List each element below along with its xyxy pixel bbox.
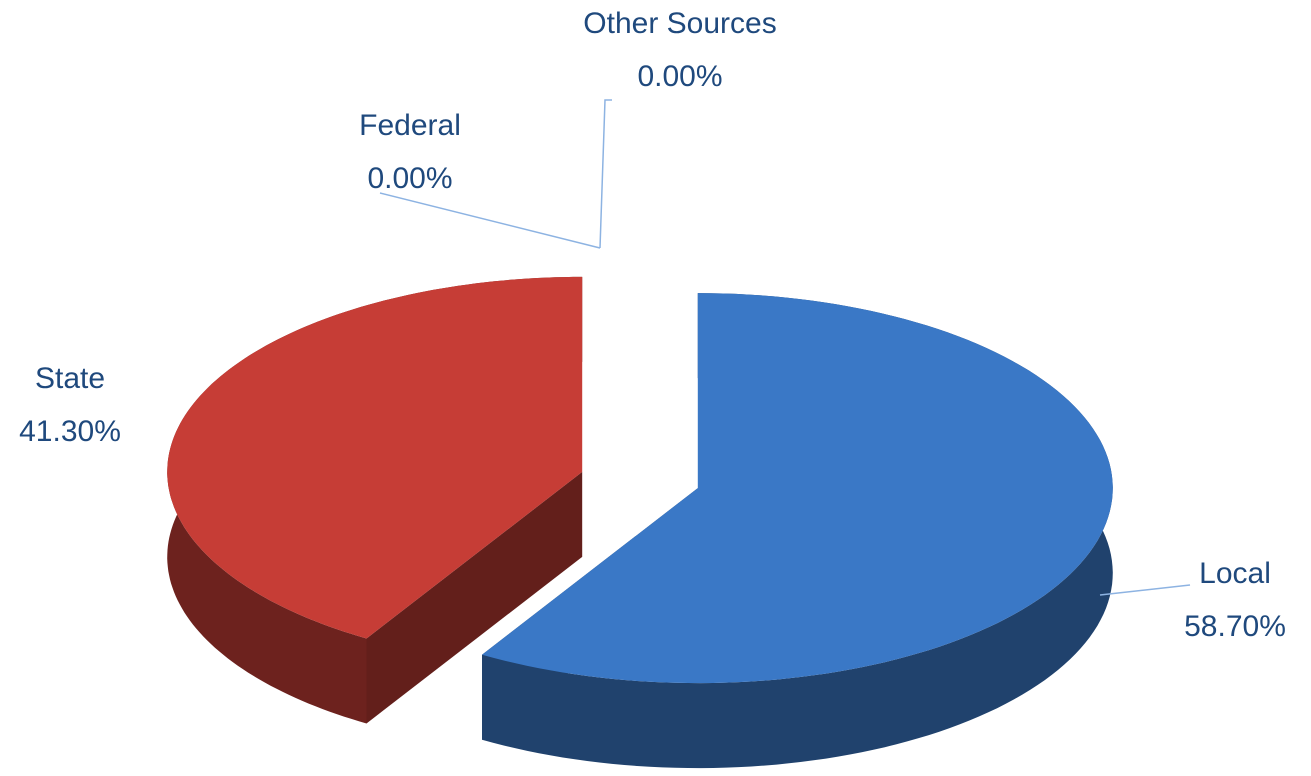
slice-wall [366,471,583,724]
category-label: Other Sources [583,7,776,40]
category-label: State [35,362,105,395]
slice-top [167,276,583,639]
value-label: 58.70% [1184,610,1286,643]
leader-line [1099,584,1191,596]
leader-line [599,99,612,249]
value-label: 0.00% [637,60,722,93]
slice-top [482,293,1113,684]
category-label: Local [1199,557,1271,590]
value-label: 41.30% [19,415,121,448]
value-label: 0.00% [367,162,452,195]
category-label: Federal [359,109,461,142]
leader-line [379,192,601,249]
